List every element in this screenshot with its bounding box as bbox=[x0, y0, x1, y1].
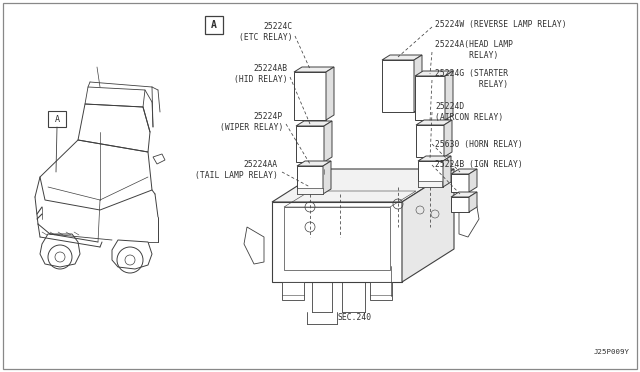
Polygon shape bbox=[469, 169, 477, 192]
Polygon shape bbox=[444, 120, 452, 157]
Text: 25224AB
(HID RELAY): 25224AB (HID RELAY) bbox=[234, 64, 288, 84]
Polygon shape bbox=[244, 227, 264, 264]
Polygon shape bbox=[382, 60, 414, 112]
Polygon shape bbox=[414, 55, 422, 112]
Polygon shape bbox=[459, 201, 479, 237]
Polygon shape bbox=[451, 197, 469, 212]
Polygon shape bbox=[323, 161, 331, 194]
Polygon shape bbox=[416, 120, 452, 125]
Polygon shape bbox=[296, 121, 332, 126]
Polygon shape bbox=[324, 121, 332, 162]
Polygon shape bbox=[297, 166, 323, 194]
Polygon shape bbox=[272, 202, 402, 282]
Polygon shape bbox=[297, 161, 331, 166]
Polygon shape bbox=[451, 192, 477, 197]
Polygon shape bbox=[296, 126, 324, 162]
Polygon shape bbox=[416, 125, 444, 157]
Text: 25224W (REVERSE LAMP RELAY): 25224W (REVERSE LAMP RELAY) bbox=[435, 19, 566, 29]
Text: 25224A(HEAD LAMP
       RELAY): 25224A(HEAD LAMP RELAY) bbox=[435, 39, 513, 60]
Polygon shape bbox=[415, 71, 453, 76]
Polygon shape bbox=[282, 282, 304, 300]
Text: 25630 (HORN RELAY): 25630 (HORN RELAY) bbox=[435, 140, 523, 148]
Text: A: A bbox=[54, 115, 60, 124]
Polygon shape bbox=[445, 71, 453, 120]
Polygon shape bbox=[294, 72, 326, 120]
Polygon shape bbox=[418, 161, 443, 187]
Text: 25224D
(AIRCON RELAY): 25224D (AIRCON RELAY) bbox=[435, 102, 503, 122]
Text: 25224AA
(TAIL LAMP RELAY): 25224AA (TAIL LAMP RELAY) bbox=[195, 160, 278, 180]
Polygon shape bbox=[415, 76, 445, 120]
Polygon shape bbox=[418, 156, 451, 161]
Text: SEC.240: SEC.240 bbox=[338, 312, 372, 321]
Polygon shape bbox=[294, 67, 334, 72]
Polygon shape bbox=[326, 67, 334, 120]
Polygon shape bbox=[443, 156, 451, 187]
Text: J25P009Y: J25P009Y bbox=[594, 349, 630, 355]
Text: 25224G (STARTER
         RELAY): 25224G (STARTER RELAY) bbox=[435, 68, 508, 89]
Polygon shape bbox=[382, 55, 422, 60]
Polygon shape bbox=[469, 192, 477, 212]
Bar bbox=[284, 207, 390, 270]
Bar bbox=[48, 111, 66, 127]
Text: 25224P
(WIPER RELAY): 25224P (WIPER RELAY) bbox=[220, 112, 283, 132]
Bar bbox=[297, 188, 323, 194]
Polygon shape bbox=[370, 282, 392, 300]
Polygon shape bbox=[272, 169, 454, 202]
Polygon shape bbox=[451, 174, 469, 192]
Polygon shape bbox=[402, 169, 454, 282]
Text: A: A bbox=[211, 20, 217, 30]
Polygon shape bbox=[451, 169, 477, 174]
Bar bbox=[418, 181, 442, 187]
Text: 25224B (IGN RELAY): 25224B (IGN RELAY) bbox=[435, 160, 523, 170]
Bar bbox=[205, 16, 223, 34]
Text: 25224C
(ETC RELAY): 25224C (ETC RELAY) bbox=[239, 22, 293, 42]
